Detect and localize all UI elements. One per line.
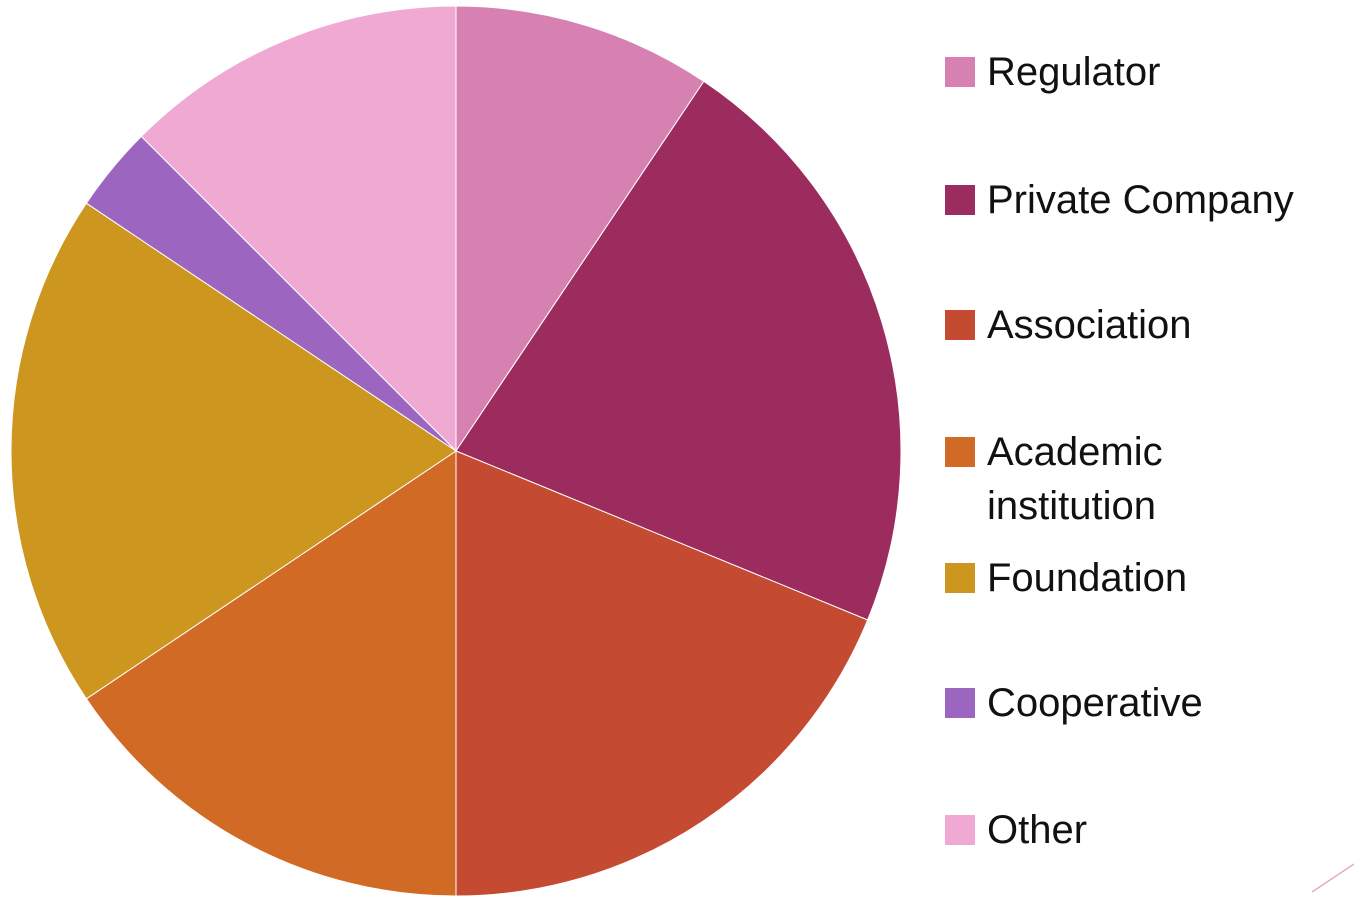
legend-swatch (945, 437, 975, 467)
legend-swatch (945, 815, 975, 845)
legend-label: Other (987, 808, 1088, 852)
legend-label: Private Company (987, 178, 1294, 222)
pie-slice (140, 5, 457, 453)
legend-item: Private Company (945, 173, 1345, 227)
legend-swatch (945, 310, 975, 340)
legend-item: Academic institution (945, 425, 1345, 533)
legend-swatch (945, 688, 975, 718)
legend-swatch (945, 563, 975, 593)
decoration (1311, 863, 1354, 893)
pie-slice (455, 450, 869, 897)
legend-label: Regulator (987, 50, 1161, 94)
pie-slice (10, 202, 457, 700)
legend-item: Foundation (945, 551, 1345, 605)
legend-item: Regulator (945, 45, 1345, 99)
pie-slice (455, 80, 902, 621)
legend-label: Association (987, 303, 1192, 347)
legend-item: Cooperative (945, 676, 1345, 730)
legend-label: Cooperative (987, 681, 1203, 725)
pie-slice (85, 450, 457, 897)
legend-item: Association (945, 298, 1345, 352)
legend-item: Other (945, 803, 1345, 857)
legend-label: Foundation (987, 556, 1188, 600)
legend-swatch (945, 185, 975, 215)
legend-swatch (945, 57, 975, 87)
legend-label: Academic institution (987, 430, 1163, 528)
pie-slice (455, 5, 705, 453)
